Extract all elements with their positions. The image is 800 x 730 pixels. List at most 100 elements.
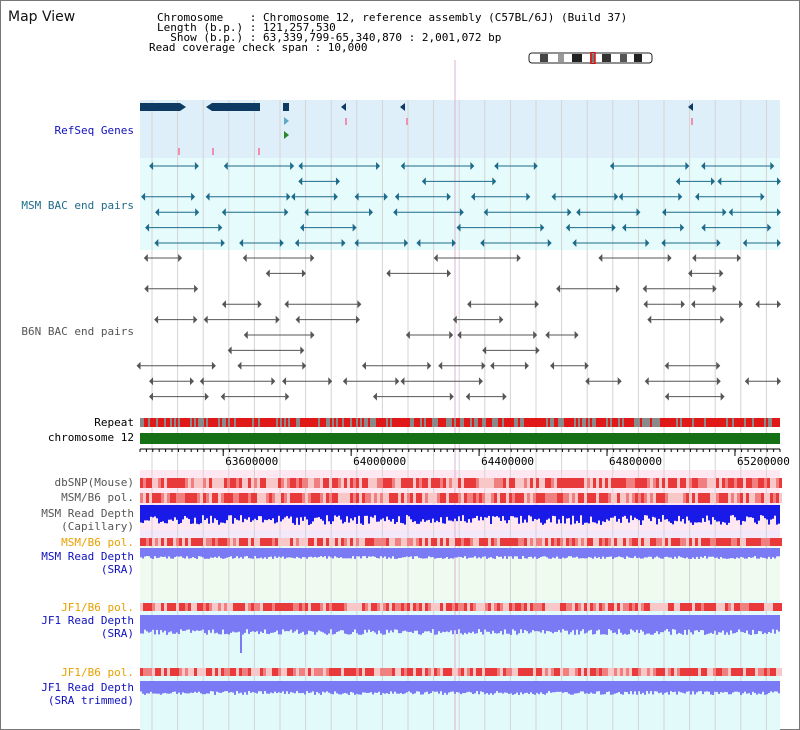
msm-depth-sra-bar (214, 548, 216, 557)
jf1-trimmed-bar (426, 681, 428, 692)
dbsnp-heat (155, 478, 158, 488)
jf1-depth-bar (186, 615, 188, 630)
msm-b6-pol2-heat (728, 538, 731, 546)
jf1-trimmed-label[interactable]: JF1 Read Depth (41, 681, 134, 694)
repeat-segment (222, 418, 224, 427)
jf1-b6-pol2-heat (413, 668, 416, 676)
msm-b6-pol-heat (293, 493, 296, 503)
jf1-depth-bar (454, 615, 456, 631)
msm-b6-pol-heat (566, 493, 569, 503)
msm-b6-pol-heat (572, 493, 575, 503)
repeat-segment (692, 418, 694, 427)
msm-depth-cap-bar (212, 505, 214, 523)
msm-depth-cap-bar (718, 505, 720, 522)
jf1-b6-pol-heat (452, 603, 455, 611)
msm-b6-pol-heat (464, 493, 467, 503)
jf1-b6-pol-label[interactable]: JF1/B6 pol. (61, 601, 134, 614)
jf1-trimmed-bar (476, 681, 478, 692)
b6n-bac-pair (143, 254, 148, 262)
jf1-depth-bar (762, 615, 764, 635)
msm-b6-pol2-heat (233, 538, 236, 546)
jf1-depth-bar (500, 615, 502, 632)
jf1-trimmed-bar (490, 681, 492, 694)
msm-bac-pair (716, 239, 721, 247)
repeat-segment (588, 418, 590, 427)
msm-b6-pol-heat (320, 493, 323, 503)
jf1-depth-bar (734, 615, 736, 634)
b6n-bac-pair (237, 361, 242, 370)
refseq-genes-label[interactable]: RefSeq Genes (54, 124, 134, 137)
repeat-segment (540, 418, 542, 427)
repeat-segment (408, 418, 410, 427)
msm-depth-cap-bar (672, 505, 674, 525)
msm-b6-pol2-heat (755, 538, 758, 546)
msm-b6-pol-heat (620, 493, 623, 503)
msm-b6-pol2-heat (395, 538, 398, 546)
jf1-trimmed-bar (242, 681, 244, 695)
jf1-depth-bar (482, 615, 484, 635)
dbsnp-heat (605, 478, 608, 488)
jf1-trimmed-bar (456, 681, 458, 693)
repeat-segment (626, 418, 628, 427)
jf1-trimmed-bar (312, 681, 314, 692)
jf1-depth-bar (168, 615, 170, 633)
jf1-trimmed-bar (228, 681, 230, 693)
msm-b6-pol-heat (341, 493, 344, 503)
jf1-trimmed-bar (688, 681, 690, 692)
jf1-depth-bar (406, 615, 408, 632)
repeat-label[interactable]: Repeat (94, 416, 134, 429)
msm-b6-pol2-label[interactable]: MSM/B6 pol. (61, 536, 134, 549)
dbsnp-heat (515, 478, 518, 488)
repeat-segment (730, 418, 732, 427)
msm-depth-sra-bar (180, 548, 182, 557)
jf1-depth-bar (624, 615, 626, 634)
jf1-b6-pol-heat (746, 603, 749, 611)
msm-depth-cap-label[interactable]: MSM Read Depth (41, 507, 134, 520)
chromosome-ideogram[interactable] (528, 52, 654, 64)
msm-depth-sra-bar (244, 548, 246, 557)
msm-bac-label[interactable]: MSM BAC end pairs (21, 199, 134, 212)
repeat-segment (458, 418, 460, 427)
jf1-depth-bar (700, 615, 702, 631)
jf1-depth-bar (284, 615, 286, 632)
jf1-trimmed-bar (322, 681, 324, 692)
jf1-b6-pol-heat (623, 603, 626, 611)
msm-b6-pol-heat (230, 493, 233, 503)
jf1-trimmed-bar (178, 681, 180, 693)
msm-b6-pol2-heat (647, 538, 650, 546)
repeat-segment (702, 418, 704, 427)
jf1-depth-bar (652, 615, 654, 635)
msm-b6-pol-heat (152, 493, 155, 503)
jf1-trimmed-bar (542, 681, 544, 695)
jf1-depth-bar (680, 615, 682, 634)
gene-feature (212, 103, 260, 111)
jf1-b6-pol2-heat (758, 668, 761, 676)
msm-depth-sra-bar (566, 548, 568, 558)
jf1-depth-label[interactable]: JF1 Read Depth (41, 614, 134, 627)
dbsnp-heat (305, 478, 308, 488)
jf1-trimmed-bar (718, 681, 720, 694)
msm-b6-pol2-heat (287, 538, 290, 546)
msm-b6-pol-heat (398, 493, 401, 503)
msm-b6-pol-label[interactable]: MSM/B6 pol. (61, 491, 134, 504)
msm-depth-cap-bar (630, 505, 632, 516)
repeat-segment (188, 418, 190, 427)
jf1-depth-bar (290, 615, 292, 630)
jf1-b6-pol2-heat (248, 668, 251, 676)
jf1-b6-pol2-heat (404, 668, 407, 676)
msm-depth-cap-bar (350, 505, 352, 519)
jf1-b6-pol-heat (218, 603, 221, 611)
b6n-bac-label[interactable]: B6N BAC end pairs (21, 325, 134, 338)
msm-depth-sra-bar (650, 548, 652, 557)
repeat-segment (334, 418, 336, 427)
msm-b6-pol2-heat (527, 538, 530, 546)
msm-depth-sra-label[interactable]: MSM Read Depth (41, 550, 134, 563)
jf1-depth-bar (298, 615, 300, 634)
dbsnp-label[interactable]: dbSNP(Mouse) (54, 476, 134, 489)
jf1-b6-pol2-label[interactable]: JF1/B6 pol. (61, 666, 134, 679)
msm-depth-cap-bar (276, 505, 278, 523)
msm-b6-pol-heat (239, 493, 242, 503)
jf1-b6-pol-heat (350, 603, 353, 611)
msm-depth-sra-bar (194, 548, 196, 559)
